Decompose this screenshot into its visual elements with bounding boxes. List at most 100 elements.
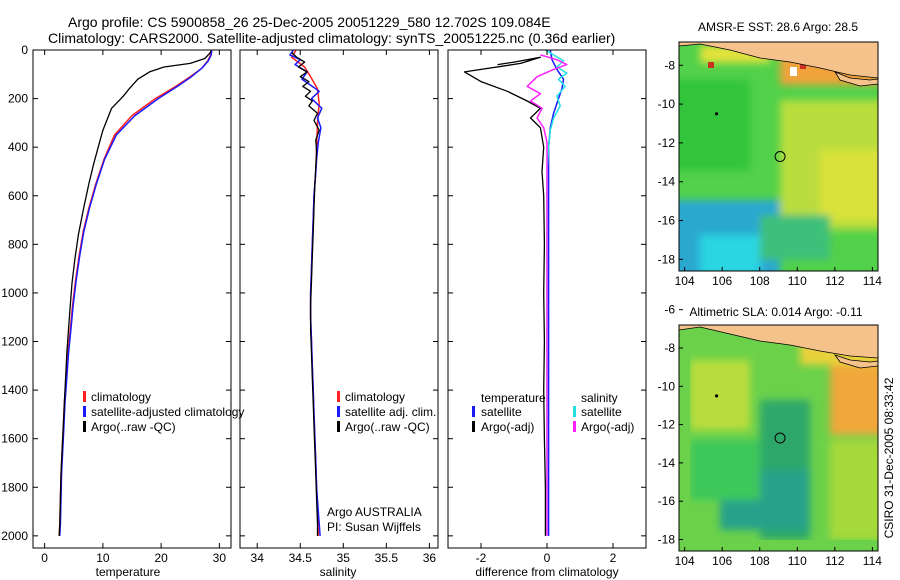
sst-missing-pixel (790, 67, 797, 76)
legend-label-climatology: climatology (91, 390, 151, 404)
legend-label-satellite: satellite adj. clim. (345, 405, 436, 419)
sla-patch-southwest (690, 440, 760, 500)
y-tick-label: 1000 (1, 286, 28, 300)
christmas-island-dot (714, 394, 719, 398)
lat-tick-label: -6 (664, 303, 675, 317)
float-pi-annotation: PI: Susan Wijffels (327, 520, 421, 534)
sla-map-panel: Altimetric SLA: 0.014 Argo: -0.11 104 106… (658, 303, 883, 568)
lat-tick-label: -18 (658, 533, 676, 547)
series-argo-raw-qc- (58, 50, 212, 536)
sla-map-frame (678, 324, 879, 552)
x-tick-label: 34 (251, 551, 265, 565)
legend-swatch-temp-satellite (472, 406, 475, 417)
bali-landmass (833, 354, 878, 369)
sst-map-title: AMSR-E SST: 28.6 Argo: 28.5 (698, 20, 858, 34)
legend-label-sal-satellite: satellite (581, 405, 622, 419)
temperature-axes-frame (32, 49, 232, 549)
x-tick-label: 0 (544, 551, 551, 565)
legend-title-salinity: salinity (581, 391, 618, 405)
x-tick-label: 0 (41, 551, 48, 565)
temperature-series-group (58, 49, 213, 536)
lat-tick-label: -8 (664, 341, 675, 355)
lon-tick-label: 108 (750, 274, 770, 288)
legend-label-temp-argo: Argo(-adj) (481, 420, 534, 434)
bali-landmass (834, 71, 878, 87)
y-tick-label: 200 (8, 92, 28, 106)
csiro-timestamp: CSIRO 31-Dec-2005 08:33:42 (882, 377, 896, 538)
sla-map-ticks: 104 106 108 110 112 114 -6 -8 -10 -12 -14 -16 -18 (658, 303, 883, 568)
legend-label-climatology: climatology (345, 390, 405, 404)
y-tick-label: 0 (21, 43, 28, 57)
y-tick-label: 1200 (1, 335, 28, 349)
temperature-xlabel: temperature (96, 565, 161, 579)
legend-label-argo: Argo(..raw -QC) (91, 420, 176, 434)
lat-tick-label: -10 (658, 97, 676, 111)
lat-tick-label: -14 (658, 175, 676, 189)
y-tick-label: 1600 (1, 432, 28, 446)
legend-label-temp-satellite: satellite (481, 405, 522, 419)
float-agency-annotation: Argo AUSTRALIA (327, 505, 422, 519)
difference-panel: -2 0 2 difference from climatology tempera… (447, 49, 647, 579)
series-climatology (58, 49, 212, 536)
lat-tick-label: -16 (658, 494, 676, 508)
series-satellite-adjusted-climatology (59, 49, 213, 536)
y-tick-label: 1800 (1, 480, 28, 494)
sst-patch-west (679, 80, 750, 170)
salinity-series-group (289, 49, 323, 536)
difference-series-group (463, 49, 568, 536)
lon-tick-label: 106 (712, 274, 732, 288)
lat-tick-label: -8 (664, 58, 675, 72)
temperature-ticks: 0 10 20 30 0 200 400 600 800 1000 1200 1400 1600 1800… (1, 43, 231, 565)
x-tick-label: 20 (154, 551, 168, 565)
lon-tick-label: 106 (712, 554, 732, 568)
sst-hot-pixel (800, 63, 806, 69)
sst-hot-pixel (708, 62, 714, 68)
legend-swatch-sal-argo (573, 421, 576, 432)
sla-map-title: Altimetric SLA: 0.014 Argo: -0.11 (689, 305, 863, 319)
lon-tick-label: 114 (863, 554, 882, 568)
x-tick-label: 36 (423, 551, 437, 565)
lat-tick-label: -18 (658, 252, 676, 266)
legend-label-sal-argo: Argo(-adj) (581, 420, 634, 434)
header-line-1: Argo profile: CS 5900858_26 25-Dec-2005 … (68, 14, 551, 30)
salinity-xlabel: salinity (320, 565, 357, 579)
lon-tick-label: 108 (750, 554, 770, 568)
difference-xlabel: difference from climatology (475, 565, 618, 579)
sst-patch-southeast (820, 150, 878, 220)
legend-swatch-argo (337, 421, 340, 432)
x-tick-label: 35.5 (375, 551, 399, 565)
legend-swatch-satellite (337, 406, 340, 417)
lon-tick-label: 114 (863, 274, 882, 288)
legend-swatch-climatology (83, 391, 86, 402)
sst-patch-south (760, 215, 830, 260)
lat-tick-label: -12 (658, 136, 676, 150)
x-tick-label: 34.5 (289, 551, 313, 565)
lon-tick-label: 104 (675, 554, 695, 568)
lat-tick-label: -16 (658, 214, 676, 228)
sst-patch-cyan (700, 235, 760, 271)
argo-position-marker (774, 432, 786, 444)
legend-swatch-climatology (337, 391, 340, 402)
legend-label-satellite: satellite-adjusted climatology (91, 405, 244, 419)
legend-title-temperature: temperature (481, 391, 546, 405)
legend-swatch-argo (83, 421, 86, 432)
x-tick-label: 35 (337, 551, 351, 565)
java-landmass (679, 42, 878, 79)
java-landmass (679, 325, 878, 359)
header-line-2: Climatology: CARS2000. Satellite-adjuste… (48, 30, 615, 46)
x-tick-label: -2 (476, 551, 487, 565)
y-tick-label: 1400 (1, 383, 28, 397)
sla-patch-east-orange (830, 355, 878, 435)
difference-ticks: -2 0 2 (448, 49, 646, 565)
legend-label-argo: Argo(..raw -QC) (345, 420, 430, 434)
lon-tick-label: 104 (675, 274, 695, 288)
series-salinity-argo-adj- (526, 54, 568, 536)
series-argo-raw-qc- (291, 51, 320, 536)
lat-tick-label: -10 (658, 379, 676, 393)
sst-map-frame (678, 41, 879, 272)
sla-patch-west-yellow (690, 360, 750, 430)
series-temperature-satellite (547, 49, 565, 536)
lat-tick-label: -12 (658, 418, 676, 432)
lon-tick-label: 112 (825, 274, 844, 288)
